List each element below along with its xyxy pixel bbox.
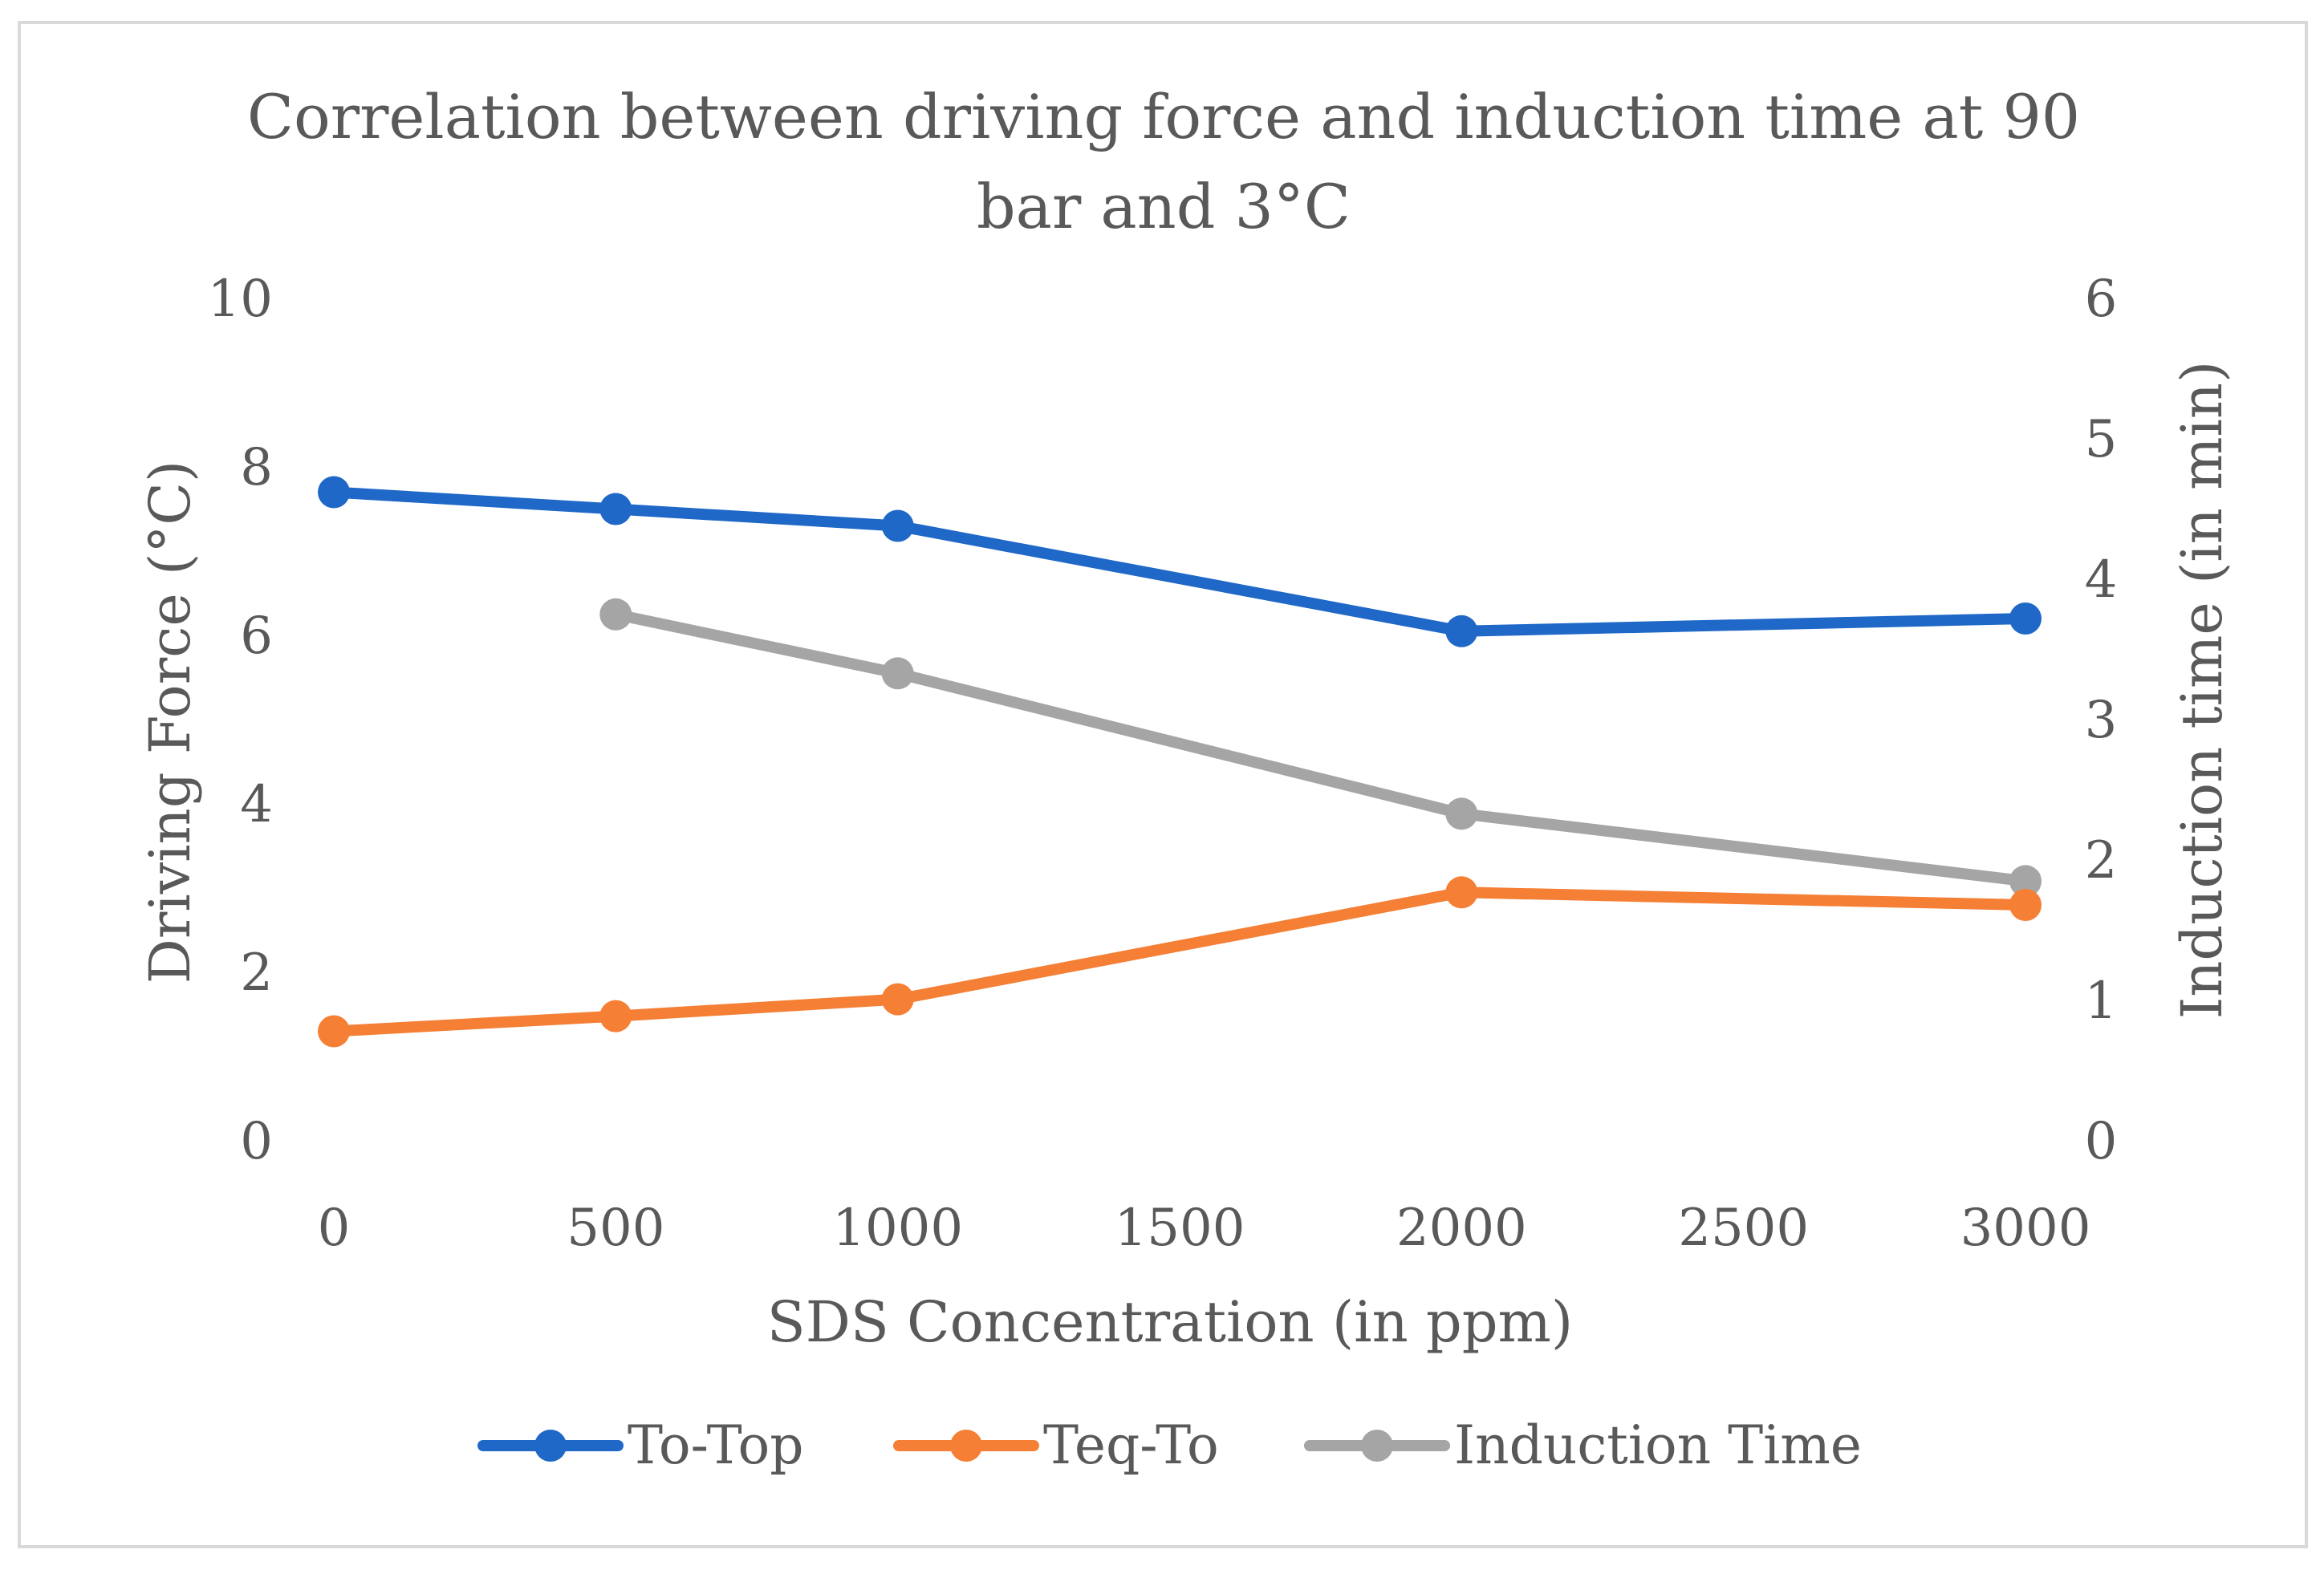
legend-marker xyxy=(1361,1430,1393,1462)
x-axis-title: SDS Concentration (in ppm) xyxy=(767,1289,1573,1355)
legend: To-Top Teq-To Induction Time xyxy=(477,1414,1862,1476)
data-point xyxy=(881,657,914,690)
series-to-top xyxy=(318,476,2042,647)
y2-tick-label: 6 xyxy=(2085,270,2118,329)
y2-tick-label: 1 xyxy=(2085,972,2118,1031)
data-point xyxy=(599,493,632,525)
y-tick-label: 2 xyxy=(240,943,273,1003)
y-tick-label: 4 xyxy=(240,775,273,834)
data-point xyxy=(318,1015,350,1048)
data-point xyxy=(1445,797,1478,830)
y2-tick-label: 0 xyxy=(2085,1112,2118,1171)
data-point xyxy=(1445,615,1478,647)
data-point xyxy=(318,476,350,509)
y-tick-label: 10 xyxy=(208,270,273,329)
chart-title-line-1: Correlation between driving force and in… xyxy=(247,81,2080,152)
y2-axis-title: Induction time (in min) xyxy=(2169,361,2235,1020)
legend-label: To-Top xyxy=(628,1414,803,1476)
series-line xyxy=(610,608,2031,887)
y2-tick-label: 2 xyxy=(2085,831,2118,890)
legend-label: Induction Time xyxy=(1454,1414,1862,1476)
data-point xyxy=(2009,889,2042,921)
data-point xyxy=(599,598,632,631)
data-point xyxy=(881,983,914,1016)
legend-item: Induction Time xyxy=(1304,1414,1862,1476)
legend-item: To-Top xyxy=(477,1414,803,1476)
series-induction-time xyxy=(599,598,2042,898)
x-tick-label: 1500 xyxy=(1115,1199,1245,1258)
legend-label: Teq-To xyxy=(1043,1414,1219,1476)
legend-item: Teq-To xyxy=(893,1414,1219,1476)
x-axis-ticks: 0 500 1000 1500 2000 2500 3000 xyxy=(318,1199,2091,1258)
series-teq-to xyxy=(318,876,2042,1048)
data-point xyxy=(2009,602,2042,635)
x-tick-label: 0 xyxy=(318,1199,351,1258)
x-tick-label: 500 xyxy=(567,1199,664,1258)
x-tick-label: 2000 xyxy=(1396,1199,1527,1258)
y-tick-label: 6 xyxy=(240,606,273,666)
data-point xyxy=(599,1000,632,1032)
x-tick-label: 2500 xyxy=(1678,1199,1809,1258)
y2-tick-label: 3 xyxy=(2085,691,2118,750)
y-axis-title: Driving Force (°C) xyxy=(137,460,203,984)
chart-frame xyxy=(18,21,2308,1548)
legend-marker xyxy=(950,1430,982,1462)
y2-axis-ticks: 0 1 2 3 4 5 6 xyxy=(2085,270,2118,1171)
series-layer xyxy=(318,476,2042,1048)
data-point xyxy=(1445,876,1478,909)
legend-marker xyxy=(534,1430,567,1462)
data-point xyxy=(2009,865,2042,898)
data-point xyxy=(881,509,914,542)
chart-title-line-2: bar and 3°C xyxy=(977,171,1351,242)
y2-tick-label: 5 xyxy=(2085,410,2118,469)
y2-tick-label: 4 xyxy=(2085,550,2118,610)
y-tick-label: 8 xyxy=(240,438,273,497)
x-tick-label: 3000 xyxy=(1960,1199,2091,1258)
y-axis-ticks: 0 2 4 6 8 10 xyxy=(208,270,273,1171)
x-tick-label: 1000 xyxy=(832,1199,963,1258)
y-tick-label: 0 xyxy=(240,1112,273,1171)
